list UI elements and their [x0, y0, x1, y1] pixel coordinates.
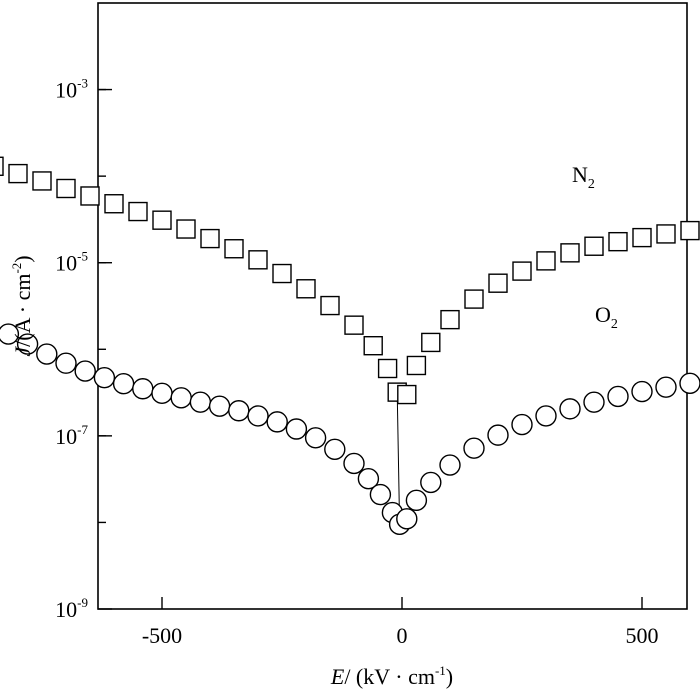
n2-point [248, 250, 268, 270]
minimum-connector [396, 392, 401, 525]
y-minor-ticks [98, 88, 106, 524]
n2-point [0, 156, 4, 176]
n2-point [680, 220, 700, 241]
o2-point [369, 483, 392, 506]
n2-point [80, 186, 100, 206]
o2-point [151, 382, 173, 405]
plot-frame [97, 2, 688, 610]
o2-point [679, 372, 700, 394]
n2-point [656, 224, 676, 244]
n2-point [632, 227, 652, 248]
n2-point [296, 279, 316, 299]
o2-point [170, 387, 192, 409]
o2-point [631, 380, 653, 403]
o2-point [583, 391, 605, 413]
o2-point [343, 452, 365, 475]
o2-point [559, 398, 581, 420]
o2-point [16, 333, 39, 355]
series-o2 [0, 323, 700, 536]
n2-point [152, 210, 172, 230]
y-tick-label: 10-3 [55, 76, 88, 103]
o2-point [189, 391, 212, 413]
n2-point [320, 295, 340, 316]
x-tick-label: 500 [626, 623, 659, 648]
o2-point [304, 427, 327, 449]
n2-point [272, 263, 292, 284]
n2-point [377, 358, 398, 379]
n2-point [128, 201, 148, 222]
x-tick-label: 0 [397, 623, 408, 648]
n2-point [397, 384, 417, 405]
series-label-o2: O2 [595, 302, 618, 332]
n2-point [224, 239, 244, 259]
o2-point [93, 366, 116, 389]
o2-point [36, 343, 58, 365]
n2-point [8, 163, 28, 184]
o2-point [439, 454, 461, 476]
y-tick-label: 10-9 [55, 595, 88, 622]
series-label-n2: N2 [572, 162, 595, 192]
o2-point [208, 395, 231, 417]
o2-point [463, 437, 485, 459]
n2-point [488, 273, 508, 293]
o2-point [420, 471, 442, 494]
o2-point [396, 508, 418, 530]
x-ticks: -1 000-50005001 000 [142, 597, 659, 648]
x-tick-label: -500 [142, 623, 182, 648]
o2-point [285, 418, 308, 440]
n2-point [512, 261, 532, 281]
n2-point [200, 228, 220, 249]
o2-point [511, 413, 533, 436]
y-ticks: 10-9 10-7 10-5 10-3 [55, 76, 112, 622]
o2-point [405, 489, 428, 512]
o2-point [266, 411, 288, 433]
n2-point [104, 194, 124, 214]
n2-point [464, 289, 484, 309]
o2-point [655, 376, 677, 398]
o2-point [357, 467, 380, 490]
o2-point [607, 385, 629, 408]
connector-line [396, 392, 401, 525]
n2-point [406, 355, 427, 376]
o2-point [535, 405, 557, 427]
o2-point [324, 438, 346, 460]
x-axis-label: E/ (kV · cm-1) [330, 663, 453, 689]
o2-point [132, 378, 154, 400]
o2-point [228, 400, 250, 422]
n2-point [32, 171, 52, 191]
n2-point [56, 178, 76, 199]
n2-point [363, 336, 383, 356]
y-tick-label: 10-7 [55, 422, 88, 449]
y-tick-label: 10-5 [55, 249, 88, 276]
o2-point [55, 352, 77, 374]
n2-point [536, 251, 556, 271]
n2-point [421, 332, 441, 353]
o2-point [112, 373, 135, 395]
n2-point [584, 236, 604, 256]
n2-point [608, 231, 628, 252]
y-axis-label: J/(A · cm-2) [9, 255, 35, 356]
n2-point [176, 219, 196, 239]
n2-point [440, 309, 460, 330]
series-n2 [0, 156, 700, 405]
n2-point [560, 243, 580, 263]
o2-point [487, 424, 509, 446]
o2-point [247, 405, 269, 427]
o2-point [74, 360, 96, 382]
o2-point [0, 323, 20, 345]
n2-point [344, 315, 364, 335]
